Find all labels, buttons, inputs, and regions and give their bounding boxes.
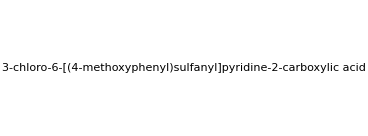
Text: 3-chloro-6-[(4-methoxyphenyl)sulfanyl]pyridine-2-carboxylic acid: 3-chloro-6-[(4-methoxyphenyl)sulfanyl]py…	[2, 63, 366, 73]
